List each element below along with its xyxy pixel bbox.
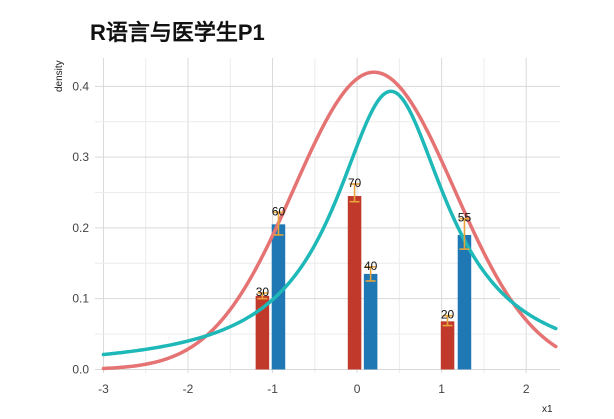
error-bar-2 <box>273 211 284 236</box>
x-tick-label: 2 <box>523 382 530 396</box>
y-tick-label: 0.4 <box>72 79 89 93</box>
density-curve-1 <box>101 70 558 371</box>
density-curve-2 <box>101 89 558 357</box>
data-label-2: 60 <box>272 204 286 218</box>
x-tick-label: 0 <box>354 382 361 396</box>
y-tick-label: 0.3 <box>72 150 89 164</box>
bar-1 <box>255 295 270 370</box>
y-tick-label: 0.0 <box>72 362 89 376</box>
x-tick-label: -1 <box>267 382 278 396</box>
x-tick-label: 1 <box>438 382 445 396</box>
data-label-3: 70 <box>348 176 362 190</box>
bar-4 <box>363 273 378 370</box>
y-axis-label: density <box>54 60 65 92</box>
bars <box>255 196 472 370</box>
x-tick-label: -2 <box>183 382 194 396</box>
density-curves <box>101 70 558 371</box>
error-bar-4 <box>365 266 376 282</box>
error-bar-1 <box>257 292 268 300</box>
data-labels: 30 60 70 40 20 55 <box>256 176 472 322</box>
x-axis-label: x1 <box>542 404 553 415</box>
bar-5 <box>440 321 455 370</box>
error-bar-3 <box>349 183 360 203</box>
y-tick-label: 0.1 <box>72 292 89 306</box>
error-bar-5 <box>442 314 453 327</box>
error-bar-6 <box>459 217 470 250</box>
data-label-1: 30 <box>256 285 270 299</box>
bar-2 <box>271 224 286 370</box>
y-tick-label: 0.2 <box>72 221 89 235</box>
data-label-4: 40 <box>364 259 378 273</box>
data-label-6: 55 <box>458 211 472 225</box>
bar-6 <box>457 234 472 370</box>
x-tick-label: -3 <box>98 382 109 396</box>
tick-labels: -3 -2 -1 0 1 2 0.0 0.1 0.2 0.3 0.4 <box>72 79 530 396</box>
data-label-5: 20 <box>441 308 455 322</box>
bar-3 <box>347 196 362 370</box>
error-bars <box>257 183 470 327</box>
grid <box>95 58 560 373</box>
chart-title: R语言与医学生P1 <box>90 20 265 45</box>
